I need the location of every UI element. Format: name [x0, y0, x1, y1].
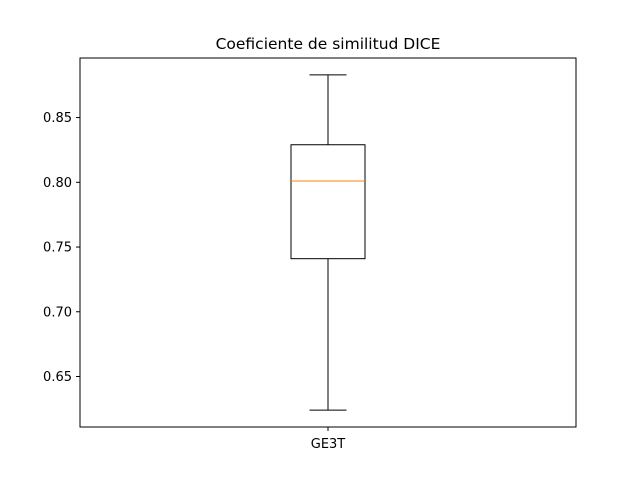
y-tick-label: 0.75: [43, 241, 72, 256]
x-axis: GE3T: [311, 427, 346, 452]
y-tick-label: 0.85: [43, 111, 72, 126]
y-axis: 0.65 0.70 0.75 0.80 0.85: [43, 111, 80, 385]
y-tick-label: 0.80: [43, 176, 72, 191]
iqr-box: [290, 144, 366, 260]
chart-title: Coeficiente de similitud DICE: [216, 35, 441, 53]
y-tick-label: 0.70: [43, 305, 72, 320]
y-tick-label: 0.65: [43, 370, 72, 385]
x-tick-label: GE3T: [311, 437, 346, 452]
boxplot-series: [290, 74, 366, 411]
